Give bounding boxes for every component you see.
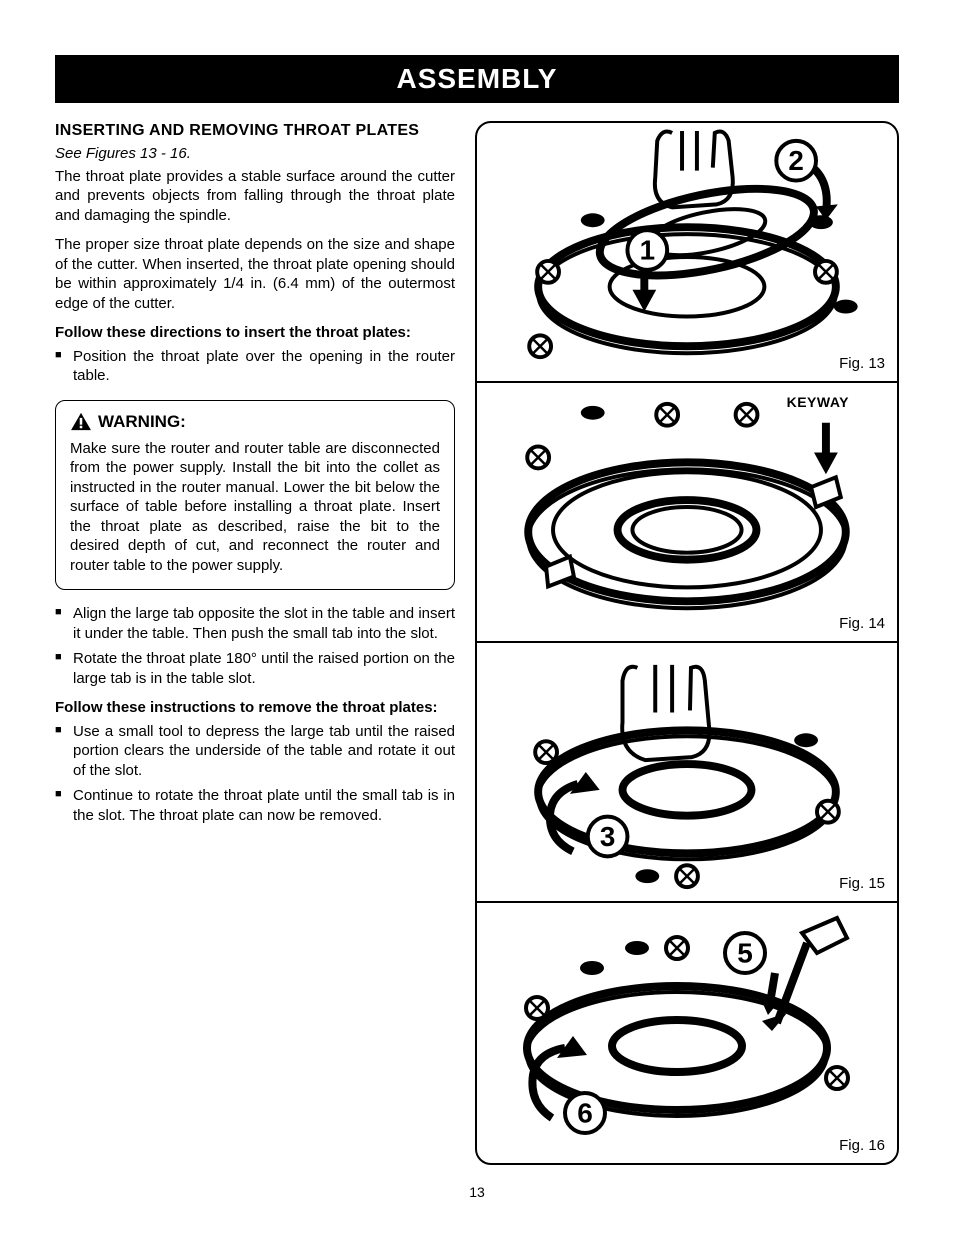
figure-label: Fig. 14 bbox=[839, 614, 885, 634]
figure-label: Fig. 15 bbox=[839, 874, 885, 894]
page: ASSEMBLY INSERTING AND REMOVING THROAT P… bbox=[0, 0, 954, 1232]
figure-15: 3 Fig. 15 bbox=[477, 643, 897, 903]
left-column: INSERTING AND REMOVING THROAT PLATES See… bbox=[55, 121, 455, 1165]
figure-13: 1 2 Fig. 13 bbox=[477, 123, 897, 383]
two-column-layout: INSERTING AND REMOVING THROAT PLATES See… bbox=[55, 121, 899, 1165]
list-item: Rotate the throat plate 180° until the r… bbox=[55, 649, 455, 688]
warning-text: Make sure the router and router table ar… bbox=[70, 439, 440, 576]
figure-13-illustration: 1 2 bbox=[477, 123, 897, 381]
mid-bullet-list: Align the large tab opposite the slot in… bbox=[55, 604, 455, 688]
see-figures: See Figures 13 - 16. bbox=[55, 144, 455, 164]
title-bar: ASSEMBLY bbox=[55, 55, 899, 103]
insert-lead: Follow these directions to insert the th… bbox=[55, 323, 455, 343]
warning-box: WARNING: Make sure the router and router… bbox=[55, 400, 455, 591]
remove-bullet-list: Use a small tool to depress the large ta… bbox=[55, 722, 455, 826]
keyway-label: KEYWAY bbox=[787, 393, 849, 411]
right-column: 1 2 Fig. 13 KEYWAY bbox=[475, 121, 899, 1165]
page-number: 13 bbox=[55, 1183, 899, 1201]
list-item: Continue to rotate the throat plate unti… bbox=[55, 786, 455, 825]
remove-lead: Follow these instructions to remove the … bbox=[55, 698, 455, 718]
figure-15-illustration: 3 bbox=[477, 643, 897, 901]
insert-bullet-list: Position the throat plate over the openi… bbox=[55, 347, 455, 386]
paragraph: The proper size throat plate depends on … bbox=[55, 235, 455, 313]
paragraph: The throat plate provides a stable surfa… bbox=[55, 167, 455, 226]
list-item: Align the large tab opposite the slot in… bbox=[55, 604, 455, 643]
figure-label: Fig. 13 bbox=[839, 354, 885, 374]
step-number: 5 bbox=[737, 938, 753, 969]
warning-triangle-icon bbox=[70, 412, 92, 431]
figure-stack: 1 2 Fig. 13 KEYWAY bbox=[475, 121, 899, 1165]
warning-header: WARNING: bbox=[70, 411, 440, 433]
step-number: 6 bbox=[577, 1098, 593, 1129]
figure-label: Fig. 16 bbox=[839, 1136, 885, 1156]
figure-16-illustration: 5 6 bbox=[477, 903, 897, 1163]
list-item: Position the throat plate over the openi… bbox=[55, 347, 455, 386]
list-item: Use a small tool to depress the large ta… bbox=[55, 722, 455, 781]
warning-title: WARNING: bbox=[98, 411, 186, 433]
figure-14: KEYWAY bbox=[477, 383, 897, 643]
figure-16: 5 6 Fig. 16 bbox=[477, 903, 897, 1163]
section-heading: INSERTING AND REMOVING THROAT PLATES bbox=[55, 121, 455, 142]
figure-14-illustration bbox=[477, 383, 897, 641]
step-number: 1 bbox=[640, 235, 655, 266]
step-number: 3 bbox=[600, 821, 615, 852]
step-number: 2 bbox=[788, 146, 803, 177]
